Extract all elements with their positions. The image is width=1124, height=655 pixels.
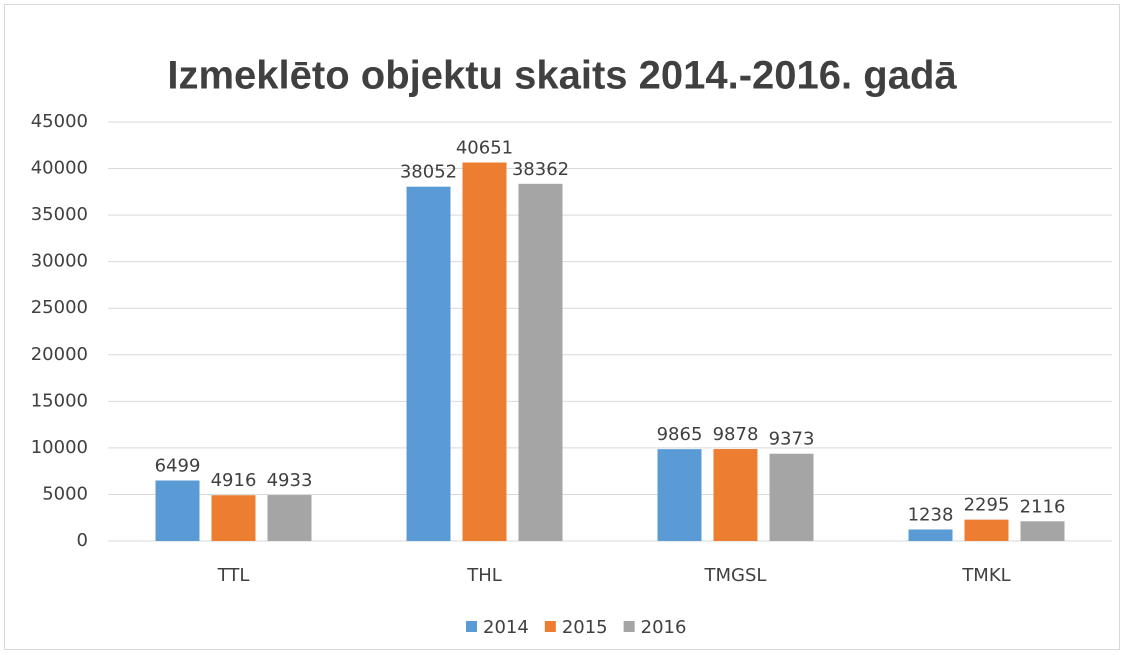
bar — [1020, 521, 1065, 541]
x-tick-label: TTL — [217, 565, 250, 586]
legend-swatch — [466, 621, 477, 632]
x-tick-label: THL — [466, 565, 502, 586]
data-label: 2295 — [964, 495, 1010, 516]
data-label: 40651 — [456, 137, 513, 158]
bar — [657, 449, 702, 541]
x-tick-label: TMKL — [961, 565, 1010, 586]
legend-swatch — [623, 621, 635, 632]
bar — [462, 162, 507, 541]
bar — [769, 453, 814, 541]
chart-title: Izmeklēto objektu skaits 2014.-2016. gad… — [167, 54, 957, 98]
y-tick-label: 40000 — [31, 158, 88, 179]
y-tick-label: 25000 — [31, 297, 88, 318]
bar — [155, 480, 200, 541]
data-label: 9878 — [713, 424, 759, 445]
y-tick-label: 35000 — [31, 204, 88, 225]
bar — [211, 495, 256, 541]
data-label: 4933 — [267, 470, 313, 491]
y-tick-label: 15000 — [31, 390, 88, 411]
data-label: 9865 — [657, 424, 703, 445]
legend-label: 2015 — [562, 617, 608, 638]
bar — [713, 449, 758, 541]
bar — [518, 183, 563, 541]
y-tick-label: 30000 — [31, 251, 88, 272]
data-label: 6499 — [155, 455, 201, 476]
legend-label: 2016 — [641, 617, 687, 638]
bar — [406, 186, 451, 541]
data-label: 38052 — [400, 162, 457, 183]
bar — [964, 519, 1009, 541]
x-tick-label: TMGSL — [704, 565, 767, 586]
legend-swatch — [544, 621, 556, 632]
y-tick-label: 5000 — [42, 483, 88, 504]
bar — [267, 495, 312, 541]
bar — [908, 529, 953, 541]
y-tick-label: 10000 — [31, 437, 88, 458]
data-label: 4916 — [211, 470, 257, 491]
y-tick-label: 0 — [77, 530, 88, 551]
y-tick-label: 45000 — [31, 111, 88, 132]
y-tick-label: 20000 — [31, 344, 88, 365]
legend-label: 2014 — [483, 617, 529, 638]
data-label: 9373 — [769, 429, 815, 450]
data-label: 1238 — [908, 504, 954, 525]
data-label: 38362 — [512, 159, 569, 180]
data-label: 2116 — [1020, 496, 1066, 517]
